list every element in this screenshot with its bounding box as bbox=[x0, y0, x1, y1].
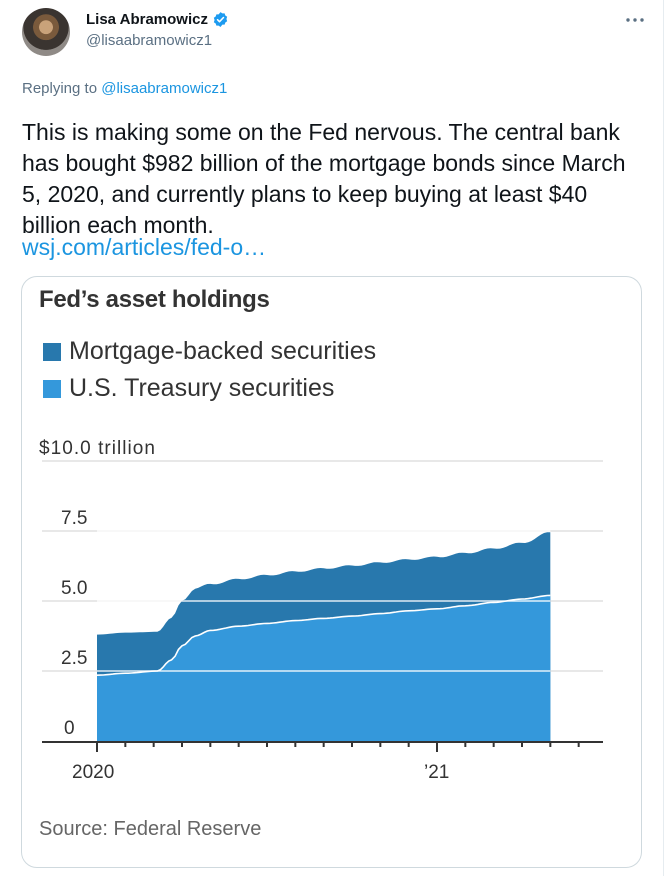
y-tick-label: 7.5 bbox=[61, 508, 87, 529]
y-tick-label: 0 bbox=[64, 718, 75, 739]
gridlines-overlay bbox=[97, 530, 551, 672]
legend-swatch-treasury bbox=[43, 379, 61, 398]
legend-label-mbs: Mortgage-backed securities bbox=[69, 337, 377, 365]
legend-label-treasury: U.S. Treasury securities bbox=[69, 374, 335, 402]
chart-source: Source: Federal Reserve bbox=[39, 818, 262, 840]
replying-to-prefix: Replying to bbox=[22, 80, 98, 97]
x-tick-label: 2020 bbox=[72, 762, 114, 783]
area-treasury bbox=[97, 595, 551, 741]
tweet-text: This is making some on the Fed nervous. … bbox=[22, 119, 626, 238]
verified-badge-icon bbox=[213, 12, 228, 27]
y-tick-label: 5.0 bbox=[61, 578, 87, 599]
x-tick-label: ’21 bbox=[424, 762, 449, 783]
chart-title: Fed’s asset holdings bbox=[39, 286, 270, 313]
replying-to-handle-link[interactable]: @lisaabramowicz1 bbox=[101, 80, 228, 97]
author-name-text: Lisa Abramowicz bbox=[86, 11, 208, 28]
legend-swatch-mbs bbox=[43, 342, 61, 361]
author-handle[interactable]: @lisaabramowicz1 bbox=[86, 32, 213, 49]
legend-item-treasury: U.S. Treasury securities bbox=[43, 374, 334, 403]
article-link[interactable]: wsj.com/articles/fed-o… bbox=[22, 234, 267, 260]
legend-item-mbs: Mortgage-backed securities bbox=[43, 337, 376, 366]
avatar[interactable] bbox=[22, 8, 70, 56]
line-treasury-top bbox=[96, 594, 551, 676]
y-tick-label: $10.0 trillion bbox=[39, 438, 155, 459]
x-tick-labels: 2020 ’21 bbox=[72, 762, 449, 783]
y-tick-label: 2.5 bbox=[61, 648, 87, 669]
replying-to: Replying to @lisaabramowicz1 bbox=[22, 80, 227, 97]
more-horizontal-icon[interactable] bbox=[624, 13, 646, 27]
x-ticks bbox=[96, 742, 580, 752]
author-name[interactable]: Lisa Abramowicz bbox=[86, 11, 229, 28]
y-tick-labels: 0 2.5 5.0 7.5 $10.0 trillion bbox=[39, 438, 155, 739]
